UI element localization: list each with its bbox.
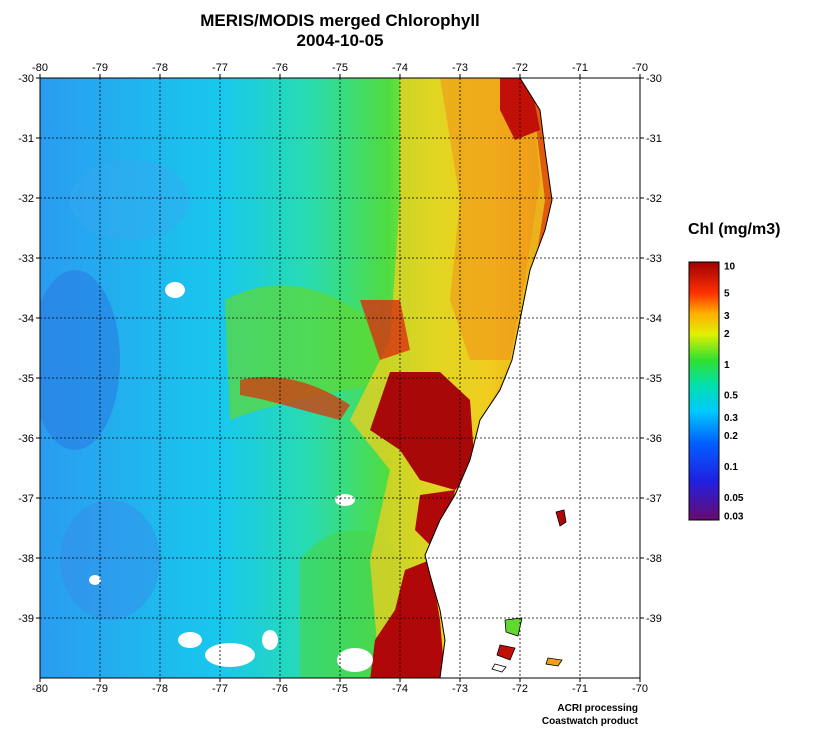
map-date: 2004-10-05 (296, 31, 384, 50)
lat-tick-label-left: -39 (18, 613, 34, 625)
colorbar-tick-label: 0.03 (724, 512, 744, 523)
colorbar-tick-label: 2 (724, 329, 730, 340)
lon-tick-label-bottom: -79 (92, 683, 108, 695)
colorbar-tick-label: 0.2 (724, 431, 738, 442)
credit-product: Coastwatch product (541, 716, 638, 727)
lon-tick-label-bottom: -80 (32, 683, 48, 695)
lon-tick-label-bottom: -77 (212, 683, 228, 695)
lat-tick-label-left: -35 (18, 373, 34, 385)
colorbar-tick-label: 0.3 (724, 413, 738, 424)
lat-tick-label-right: -36 (646, 433, 662, 445)
lon-tick-label-top: -78 (152, 62, 168, 74)
lon-tick-label-top: -72 (512, 62, 528, 74)
lat-lon-grid (40, 78, 640, 678)
colorbar-tick-label: 1 (724, 360, 730, 371)
lat-tick-label-left: -34 (18, 313, 34, 325)
colorbar-tick-label: 3 (724, 311, 730, 322)
lat-tick-label-right: -39 (646, 613, 662, 625)
lat-tick-label-right: -37 (646, 493, 662, 505)
lon-tick-label-top: -73 (452, 62, 468, 74)
lat-tick-label-left: -38 (18, 553, 34, 565)
lat-tick-label-left: -30 (18, 73, 34, 85)
credit-processing: ACRI processing (557, 703, 638, 714)
lon-tick-label-top: -76 (272, 62, 288, 74)
colorbar-tick-label: 0.05 (724, 493, 744, 504)
lon-tick-label-top: -71 (572, 62, 588, 74)
lon-tick-label-top: -79 (92, 62, 108, 74)
axis-ticks: -80 -80 -79 -79 -78 -78 -77 -77 -76 -76 -75 -75 -74 -… (18, 62, 662, 695)
lon-tick-label-top: -75 (332, 62, 348, 74)
map-field (40, 78, 640, 678)
map-title: MERIS/MODIS merged Chlorophyll (200, 11, 480, 30)
lat-tick-label-left: -37 (18, 493, 34, 505)
colorbar-tick-label: 10 (724, 262, 736, 273)
colorbar-tick-label: 0.1 (724, 462, 738, 473)
lat-tick-label-right: -38 (646, 553, 662, 565)
lon-tick-label-top: -80 (32, 62, 48, 74)
lat-tick-label-right: -30 (646, 73, 662, 85)
lon-tick-label-bottom: -74 (392, 683, 408, 695)
lon-tick-label-bottom: -78 (152, 683, 168, 695)
lon-tick-label-bottom: -75 (332, 683, 348, 695)
lat-tick-label-left: -33 (18, 253, 34, 265)
colorbar (688, 261, 720, 521)
lat-tick-label-left: -36 (18, 433, 34, 445)
lon-tick-label-bottom: -73 (452, 683, 468, 695)
lon-tick-label-bottom: -72 (512, 683, 528, 695)
colorbar-labels: 10 5 3 2 1 0.5 0.3 0.2 0.1 0.05 0.03 (724, 262, 744, 523)
lon-tick-label-bottom: -70 (632, 683, 648, 695)
lat-tick-label-right: -34 (646, 313, 662, 325)
lat-tick-label-left: -31 (18, 133, 34, 145)
lat-tick-label-right: -32 (646, 193, 662, 205)
lon-tick-label-top: -77 (212, 62, 228, 74)
lat-tick-label-right: -31 (646, 133, 662, 145)
lat-tick-label-right: -35 (646, 373, 662, 385)
lon-tick-label-top: -74 (392, 62, 408, 74)
colorbar-title: Chl (mg/m3) (688, 221, 781, 238)
lon-tick-label-bottom: -71 (572, 683, 588, 695)
lon-tick-label-bottom: -76 (272, 683, 288, 695)
lat-tick-label-right: -33 (646, 253, 662, 265)
lat-tick-label-left: -32 (18, 193, 34, 205)
colorbar-tick-label: 0.5 (724, 391, 738, 402)
colorbar-tick-label: 5 (724, 288, 730, 299)
lon-tick-label-top: -70 (632, 62, 648, 74)
